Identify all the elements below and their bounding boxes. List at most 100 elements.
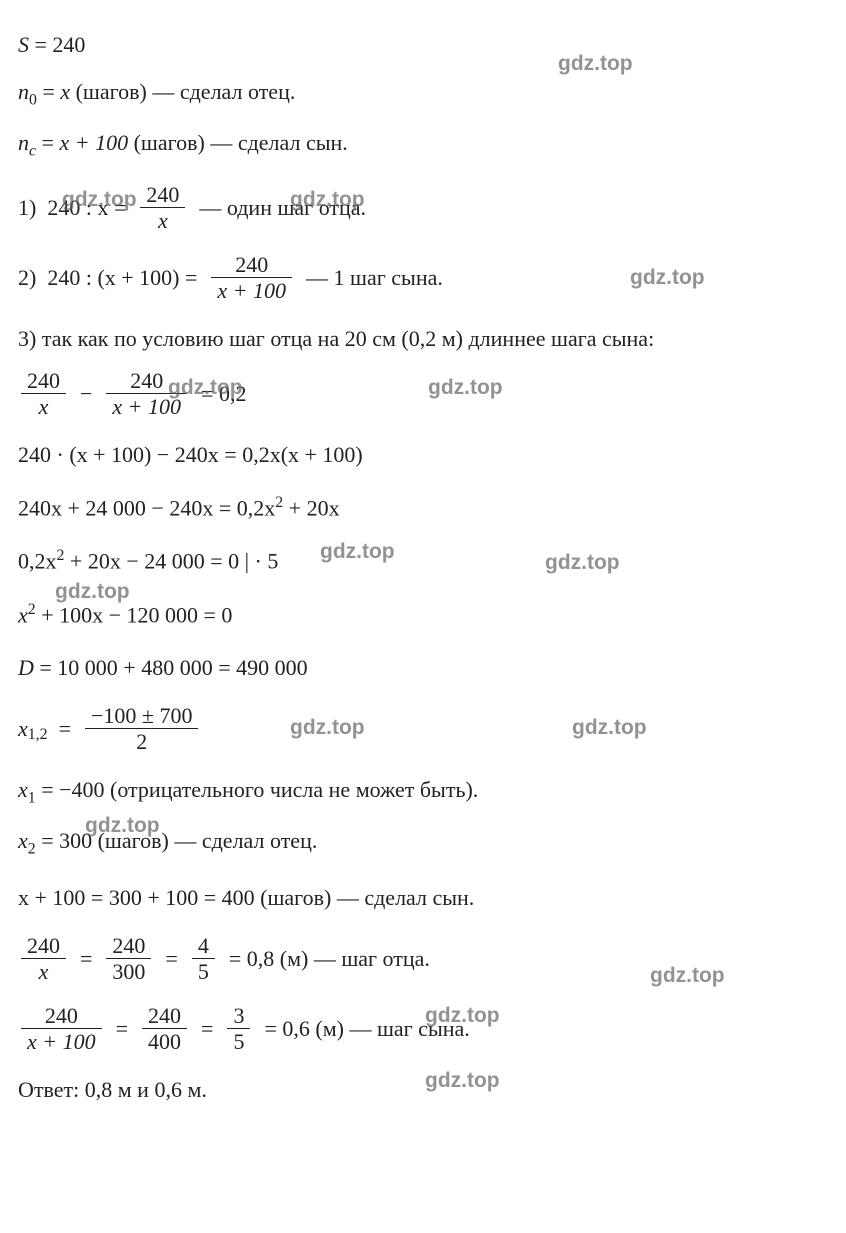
frac-num: 240 <box>106 934 151 959</box>
subscript: c <box>29 143 36 160</box>
simplify-eq-2: 0,2x2 + 20x − 24 000 = 0 | · 5 <box>18 544 828 577</box>
subscript: 1,2 <box>28 723 48 747</box>
rhs: = 10 000 + 480 000 = 490 000 <box>39 655 307 680</box>
expr-left: 240 : x = <box>42 191 132 224</box>
rhs: x + 100 <box>59 130 128 155</box>
var: n <box>18 130 29 155</box>
equation-nc: nc = x + 100 (шагов) — сделал сын. <box>18 126 828 163</box>
part-b: + 100x − 120 000 = 0 <box>36 602 233 627</box>
rhs: = −400 <box>41 777 110 802</box>
D: D <box>18 655 34 680</box>
var: x <box>18 828 28 853</box>
fraction-2: 240 400 <box>142 1004 187 1053</box>
answer: Ответ: 0,8 м и 0,6 м. <box>18 1073 828 1106</box>
note: — один шаг отца. <box>194 191 366 224</box>
tail: = 0,8 (м) — шаг отца. <box>223 942 430 975</box>
frac-den: 400 <box>142 1029 187 1053</box>
son-steps: x + 100 = 300 + 100 = 400 (шагов) — сдел… <box>18 881 828 914</box>
equation-s: S = 240 <box>18 28 828 61</box>
var: x <box>18 712 28 745</box>
eq: = <box>53 712 76 745</box>
frac-den: x <box>21 394 66 418</box>
rhs: x <box>60 79 70 104</box>
sq: 2 <box>28 601 36 618</box>
frac-den: x <box>21 959 66 983</box>
frac-num: 240 <box>21 1004 102 1029</box>
value: 240 <box>52 32 85 57</box>
fraction-2: 240 300 <box>106 934 151 983</box>
note: — сделал отец. <box>174 828 317 853</box>
frac-den: 5 <box>227 1029 250 1053</box>
frac-den: x + 100 <box>21 1029 102 1053</box>
discriminant: D = 10 000 + 480 000 = 490 000 <box>18 651 828 684</box>
root-1: x1 = −400 (отрицательного числа не может… <box>18 773 828 810</box>
frac-num: −100 ± 700 <box>85 704 198 729</box>
frac-num: 4 <box>192 934 215 959</box>
frac-num: 240 <box>211 253 292 278</box>
part-b: + 20x <box>283 495 339 520</box>
var: n <box>18 79 29 104</box>
fraction-1: 240 x <box>21 369 66 418</box>
fraction: −100 ± 700 2 <box>85 704 198 753</box>
var: x <box>18 777 28 802</box>
frac-den: x <box>140 208 185 232</box>
part-a: 0,2x <box>18 549 57 574</box>
frac-den: x + 100 <box>106 394 187 418</box>
rhs: = 0,2 <box>196 377 247 410</box>
part-a: 240x + 24 000 − 240x = 0,2x <box>18 495 275 520</box>
step-num: 3) <box>18 326 36 351</box>
father-step-length: 240 x = 240 300 = 4 5 = 0,8 (м) — шаг от… <box>18 934 828 983</box>
fraction-3: 3 5 <box>227 1004 250 1053</box>
frac-den: x + 100 <box>211 278 292 302</box>
minus: − <box>75 377 98 410</box>
fraction: 240 x + 100 <box>211 253 292 302</box>
note: — сделал сын. <box>210 130 347 155</box>
subscript: 0 <box>29 91 37 108</box>
step-1: 1) 240 : x = 240 x — один шаг отца. <box>18 183 828 232</box>
expr-left: 240 : (x + 100) = <box>42 261 203 294</box>
unit: (шагов) <box>98 828 169 853</box>
subscript: 2 <box>28 841 36 858</box>
fraction-1: 240 x <box>21 934 66 983</box>
son-step-length: 240 x + 100 = 240 400 = 3 5 = 0,6 (м) — … <box>18 1004 828 1053</box>
frac-num: 240 <box>142 1004 187 1029</box>
eq: = <box>75 942 98 975</box>
step-num: 1) <box>18 191 36 224</box>
note: — сделал отец. <box>152 79 295 104</box>
subscript: 1 <box>28 789 36 806</box>
eq: = <box>196 1012 219 1045</box>
tail: = 0,6 (м) — шаг сына. <box>259 1012 470 1045</box>
frac-num: 240 <box>21 369 66 394</box>
eq: = <box>160 942 183 975</box>
sq: 2 <box>275 494 283 511</box>
frac-num: 240 <box>21 934 66 959</box>
simplify-eq-1: 240x + 24 000 − 240x = 0,2x2 + 20x <box>18 491 828 524</box>
eq: = <box>42 130 60 155</box>
part-a: x <box>18 602 28 627</box>
frac-num: 240 <box>140 183 185 208</box>
frac-den: 300 <box>106 959 151 983</box>
var-s: S <box>18 32 29 57</box>
eq: = <box>110 1012 133 1045</box>
frac-num: 240 <box>106 369 187 394</box>
note: (отрицательного числа не может быть). <box>110 777 478 802</box>
frac-num: 3 <box>227 1004 250 1029</box>
step-3-text: 3) так как по условию шаг отца на 20 см … <box>18 322 828 355</box>
unit: (шагов) <box>76 79 153 104</box>
note: — 1 шаг сына. <box>301 261 443 294</box>
equation-n0: n0 = x (шагов) — сделал отец. <box>18 75 828 112</box>
fraction-3: 4 5 <box>192 934 215 983</box>
step-num: 2) <box>18 261 36 294</box>
eq: = <box>42 79 60 104</box>
quadratic-eq: x2 + 100x − 120 000 = 0 <box>18 598 828 631</box>
fraction-1: 240 x + 100 <box>21 1004 102 1053</box>
unit: (шагов) <box>134 130 211 155</box>
roots-formula: x1,2 = −100 ± 700 2 <box>18 704 828 753</box>
frac-den: 2 <box>85 729 198 753</box>
text: так как по условию шаг отца на 20 см (0,… <box>42 326 654 351</box>
equals: = <box>35 32 53 57</box>
part-b: + 20x − 24 000 = 0 | · 5 <box>64 549 278 574</box>
step-2: 2) 240 : (x + 100) = 240 x + 100 — 1 шаг… <box>18 253 828 302</box>
fraction-diff-eq: 240 x − 240 x + 100 = 0,2 <box>18 369 828 418</box>
expand-eq: 240 · (x + 100) − 240x = 0,2x(x + 100) <box>18 438 828 471</box>
